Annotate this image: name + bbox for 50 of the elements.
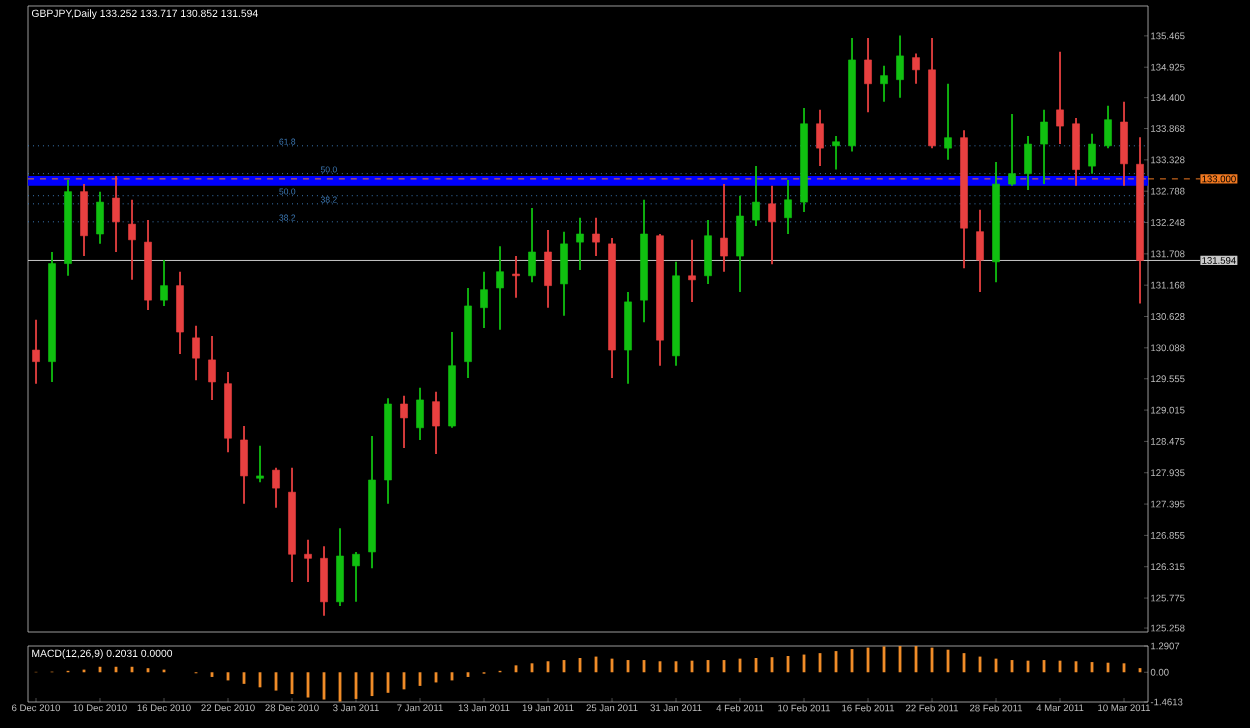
candlestick bbox=[1120, 100, 1128, 187]
candlestick bbox=[256, 444, 264, 484]
candlestick bbox=[880, 64, 888, 103]
candlestick bbox=[272, 466, 280, 509]
candlestick bbox=[96, 190, 104, 245]
candlestick bbox=[512, 255, 520, 299]
candlestick bbox=[400, 394, 408, 449]
candlestick bbox=[736, 194, 744, 293]
candlestick bbox=[1008, 113, 1016, 187]
candlestick bbox=[32, 318, 40, 385]
candlestick bbox=[336, 527, 344, 607]
candlestick bbox=[560, 230, 568, 317]
candlestick bbox=[576, 216, 584, 271]
candlestick bbox=[1024, 135, 1032, 191]
candlestick bbox=[192, 324, 200, 382]
candlestick bbox=[832, 135, 840, 171]
candlestick bbox=[160, 259, 168, 307]
candlestick bbox=[176, 270, 184, 355]
candlestick bbox=[240, 425, 248, 505]
candlestick bbox=[784, 179, 792, 235]
candlestick bbox=[432, 390, 440, 455]
candlestick bbox=[304, 538, 312, 583]
candlestick bbox=[816, 108, 824, 168]
candlestick bbox=[208, 335, 216, 401]
candlestick bbox=[688, 238, 696, 303]
candlestick bbox=[912, 52, 920, 85]
candlestick bbox=[592, 216, 600, 257]
candlestick bbox=[128, 198, 136, 281]
candlestick bbox=[112, 175, 120, 253]
candlestick bbox=[352, 551, 360, 603]
candlestick bbox=[496, 245, 504, 331]
candlestick bbox=[480, 270, 488, 329]
candlestick bbox=[864, 37, 872, 114]
candlestick bbox=[720, 183, 728, 273]
candlestick bbox=[976, 208, 984, 293]
candlestick bbox=[1104, 104, 1112, 150]
candlestick bbox=[416, 386, 424, 441]
candlestick bbox=[80, 183, 88, 257]
candlestick bbox=[544, 229, 552, 309]
candlestick bbox=[768, 184, 776, 266]
candlestick bbox=[1056, 50, 1064, 145]
candlestick bbox=[896, 34, 904, 99]
candlestick bbox=[1088, 132, 1096, 175]
candlestick bbox=[528, 206, 536, 284]
candlestick bbox=[320, 545, 328, 617]
candlestick bbox=[944, 82, 952, 161]
candlestick bbox=[1072, 117, 1080, 187]
candlestick bbox=[1040, 108, 1048, 185]
candlestick bbox=[752, 165, 760, 227]
candlestick bbox=[704, 219, 712, 285]
